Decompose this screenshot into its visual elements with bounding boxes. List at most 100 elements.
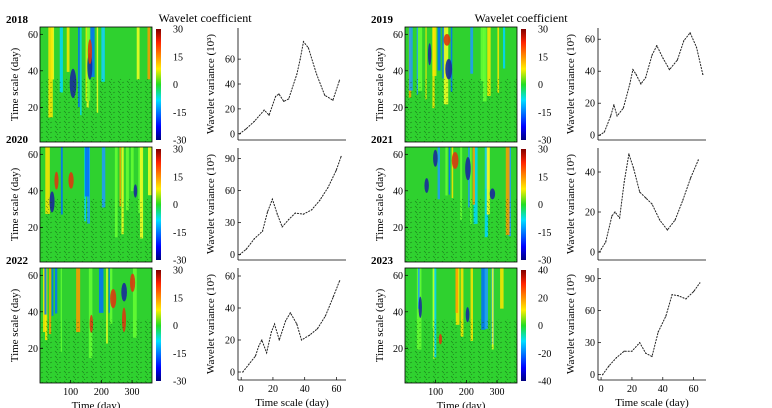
variance-point [253,238,255,240]
scalogram-stripe [44,268,47,315]
colorbar-tick-label: 40 [538,266,548,277]
variance-point [268,114,270,116]
y-tick-label: 0 [590,370,595,381]
colorbar-tick-label: 20 [538,293,548,304]
scalogram-stripe [49,268,52,334]
y-tick-label: 20 [225,336,235,347]
scalogram-stripe [101,147,106,208]
y-tick-label: 60 [28,30,38,41]
variance-point [619,217,621,219]
scalogram-2019: 2019 20 40 60 Time scale (day) 30 15 0 -15 -30 [371,14,551,147]
colorbar-tick-label: -30 [173,377,186,388]
colorbar-tick-label: 0 [173,321,178,332]
variance-line [239,40,340,135]
scalogram-frame [39,267,153,384]
scalogram-frame [404,146,518,263]
year-label: 2021 [371,134,393,146]
variance-point [632,167,635,169]
scalogram-core [433,149,438,167]
scalogram-core [443,34,451,46]
y-tick-label: 0 [230,250,235,261]
x-tick-label: 40 [658,384,668,395]
variance-point [656,45,658,47]
y-tick-label: 60 [225,272,235,283]
scalogram-frame [39,26,153,143]
scalogram-core [121,282,127,302]
variance-point [639,342,641,344]
colorbar [156,29,161,140]
scalogram-stripe [448,147,451,195]
scalogram-noise [405,78,517,142]
variance-point [271,198,273,200]
y-tick-label: 40 [393,66,403,77]
scalogram-stripe [130,147,134,192]
scalogram-stripe [121,147,124,235]
y-tick-label: 20 [585,208,595,219]
scalogram-stripe [450,27,453,92]
variance-point [671,294,673,296]
y-axis-label: Wavelet variance (10³) [565,34,577,134]
colorbar-tick-label: 15 [538,52,548,63]
y-tick-label: 60 [225,55,235,66]
variance-point [611,215,613,217]
variance-point [689,177,692,179]
scalogram-stripe [425,27,427,100]
y-tick-label: 40 [393,186,403,197]
variance-point [662,57,664,60]
variance-point [635,73,637,75]
scalogram-stripe [497,27,500,93]
variance-line [599,31,704,136]
x-tick-label: 100 [428,387,443,398]
scalogram-stripe [470,27,474,74]
y-tick-label: 30 [585,338,595,349]
variance-point [332,99,334,101]
variance-point [659,219,661,221]
variance-point [307,47,309,49]
scalogram-stripe [417,27,423,91]
scalogram-stripe [408,27,413,91]
variance-point [623,181,625,183]
y-tick-label: 20 [393,223,403,234]
scalogram-stripe [136,27,140,80]
variance-point [645,77,647,79]
x-tick-label: 60 [331,384,341,395]
variance-point [603,131,605,133]
colorbar-tick-label: 0 [538,200,543,211]
x-tick-label: 20 [627,384,637,395]
variance-point [631,350,633,352]
y-tick-label: 20 [393,103,403,114]
scalogram-stripe [416,27,418,96]
y-tick-label: 20 [585,99,595,110]
variance-point [296,73,298,75]
y-axis-label: Time scale (day) [374,167,386,241]
colorbar-tick-label: -15 [173,108,186,119]
variance-line [599,153,699,253]
x-tick-label: 100 [63,387,78,398]
y-axis-label: Wavelet variance (10³) [205,274,217,374]
variance-point [239,133,241,135]
year-label: 2019 [371,14,394,26]
scalogram-stripe [434,268,437,358]
colorbar-tick-label: 0 [538,321,543,332]
y-tick-label: 40 [393,307,403,318]
scalogram-stripe [417,268,420,309]
scalogram-core [489,188,496,200]
variance-point [693,290,695,293]
scalogram-stripe [505,147,510,236]
scalogram-stripe [60,147,63,215]
variance-point [253,120,255,122]
y-tick-label: 60 [28,271,38,282]
scalogram-core [54,171,59,190]
variance-point [666,229,669,231]
variance-point [628,153,630,155]
variance-point [697,159,699,161]
variance-2021: 0 20 40 Wavelet variance (10³) [565,148,706,261]
variance-point [294,212,296,214]
variance-point [288,218,290,221]
scalogram-core [427,43,432,66]
variance-point [689,32,691,34]
variance-point [614,211,616,213]
